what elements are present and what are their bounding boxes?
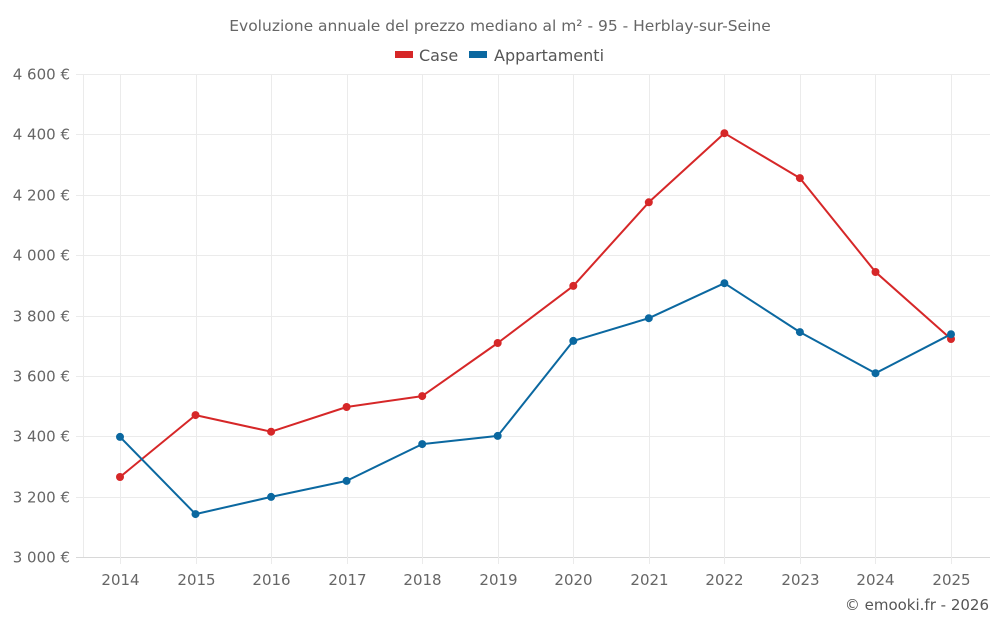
data-point-appartamenti-2025[interactable]	[947, 330, 955, 339]
x-tick-label: 2018	[403, 571, 441, 589]
data-point-case-2023[interactable]	[795, 174, 804, 183]
legend-item-appartamenti[interactable]: Appartamenti	[469, 46, 604, 65]
data-point-case-2020[interactable]	[569, 281, 578, 290]
data-point-appartamenti-2020[interactable]	[569, 336, 578, 345]
y-tick-label: 4 200 €	[13, 187, 70, 205]
x-tick-label: 2015	[177, 571, 215, 589]
series-appartamenti	[116, 279, 955, 519]
x-tick-label: 2017	[328, 571, 366, 589]
data-point-appartamenti-2017[interactable]	[342, 476, 351, 485]
legend-item-case[interactable]: Case	[395, 46, 458, 65]
y-tick-label: 3 600 €	[13, 368, 70, 386]
data-point-appartamenti-2016[interactable]	[267, 492, 276, 501]
y-tick-label: 3 000 €	[13, 549, 70, 567]
x-axis: 2014 2015 2016 2017 2018 2019 2020 2021 2022 2023…	[101, 571, 970, 589]
data-point-case-2014[interactable]	[116, 473, 124, 481]
data-point-case-2017[interactable]	[342, 403, 351, 411]
x-tick-label: 2022	[705, 571, 743, 589]
data-point-appartamenti-2018[interactable]	[418, 440, 427, 449]
y-tick-label: 3 200 €	[13, 489, 70, 507]
y-tick-label: 4 000 €	[13, 247, 70, 265]
data-point-appartamenti-2014[interactable]	[116, 432, 124, 441]
series-line-appartamenti	[119, 282, 952, 516]
credit-text: © emooki.fr - 2026	[845, 596, 989, 614]
data-point-appartamenti-2015[interactable]	[191, 510, 200, 519]
legend-swatch-appartamenti	[469, 51, 487, 58]
legend-swatch-case	[395, 51, 413, 58]
data-point-case-2021[interactable]	[644, 198, 653, 207]
y-tick-label: 4 600 €	[13, 66, 70, 84]
chart-title: Evoluzione annuale del prezzo mediano al…	[229, 17, 771, 35]
data-point-case-2024[interactable]	[871, 268, 880, 276]
x-tick-label: 2021	[630, 571, 668, 589]
legend: Case Appartamenti	[395, 46, 604, 65]
x-tick-label: 2024	[856, 571, 894, 589]
data-point-case-2018[interactable]	[418, 392, 427, 401]
data-point-appartamenti-2022[interactable]	[720, 279, 729, 288]
grid	[76, 74, 990, 564]
x-tick-label: 2020	[554, 571, 592, 589]
series-layer	[116, 129, 955, 519]
series-line-case	[119, 132, 952, 478]
y-tick-label: 3 800 €	[13, 308, 70, 326]
x-tick-label: 2016	[252, 571, 290, 589]
y-axis: 3 000 € 3 200 € 3 400 € 3 600 € 3 800 € 4 000…	[13, 66, 70, 567]
y-tick-label: 3 400 €	[13, 428, 70, 446]
data-point-case-2016[interactable]	[267, 427, 276, 436]
x-tick-label: 2025	[932, 571, 970, 589]
x-tick-label: 2014	[101, 571, 139, 589]
data-point-case-2019[interactable]	[493, 339, 502, 347]
y-tick-label: 4 400 €	[13, 126, 70, 144]
data-point-appartamenti-2021[interactable]	[644, 314, 653, 323]
series-case	[116, 129, 955, 481]
x-tick-label: 2023	[781, 571, 819, 589]
data-point-appartamenti-2019[interactable]	[493, 431, 502, 440]
legend-label-appartamenti: Appartamenti	[494, 46, 604, 65]
data-point-case-2022[interactable]	[720, 129, 729, 138]
x-tick-label: 2019	[479, 571, 517, 589]
legend-label-case: Case	[419, 46, 458, 65]
data-point-appartamenti-2024[interactable]	[871, 369, 880, 378]
data-point-appartamenti-2023[interactable]	[795, 328, 804, 337]
data-point-case-2015[interactable]	[191, 411, 200, 420]
